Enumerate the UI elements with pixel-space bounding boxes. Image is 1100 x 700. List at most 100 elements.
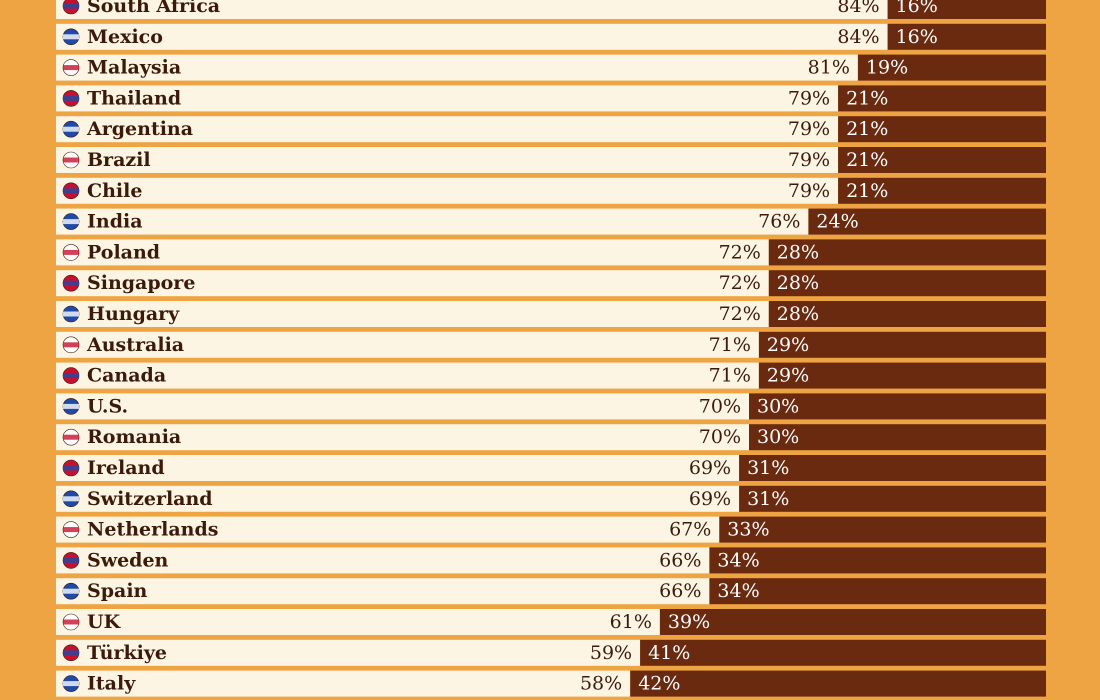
category-label: Netherlands (87, 519, 218, 541)
bar-segment (749, 424, 1046, 451)
category-label: South Africa (87, 0, 220, 17)
category-label: Romania (87, 426, 181, 448)
value-label: 29% (767, 334, 809, 356)
category-label: Canada (87, 365, 166, 387)
value-label: 66% (659, 580, 701, 602)
category-label: U.S. (87, 395, 128, 417)
value-label: 21% (846, 180, 888, 202)
value-label: 79% (788, 118, 830, 140)
category-label: Switzerland (87, 488, 213, 510)
bar-segment (56, 455, 740, 481)
bar-segment (56, 362, 759, 389)
bar-segment (758, 362, 1046, 389)
value-label: 79% (788, 87, 830, 109)
category-label: Spain (87, 580, 148, 602)
category-label: Thailand (87, 87, 181, 109)
value-label: 19% (866, 57, 908, 79)
category-label: Chile (87, 180, 142, 202)
flag-stripe (63, 188, 79, 194)
bar-segment (56, 424, 749, 451)
flag-stripe (63, 403, 79, 409)
value-label: 72% (719, 241, 761, 263)
category-label: Brazil (87, 149, 151, 171)
bar-segment (857, 54, 1046, 81)
value-label: 58% (580, 673, 622, 695)
value-label: 67% (669, 519, 711, 541)
category-label: Mexico (87, 26, 163, 48)
bar-segment (709, 547, 1046, 574)
value-label: 39% (668, 611, 710, 633)
bar-segment (56, 516, 720, 543)
bar-segment (56, 578, 710, 605)
value-label: 71% (709, 334, 751, 356)
value-label: 24% (816, 211, 858, 233)
category-label: Australia (86, 334, 184, 356)
flag-stripe (63, 249, 79, 255)
flag-stripe (63, 157, 79, 163)
bar-segment (56, 177, 839, 204)
bar-segment (56, 239, 769, 266)
flag-stripe (63, 650, 79, 656)
flag-stripe (63, 373, 79, 379)
value-label: 61% (610, 611, 652, 633)
bar-segment (659, 609, 1046, 635)
bar-segment (56, 331, 759, 358)
flag-stripe (63, 619, 79, 625)
value-label: 29% (767, 365, 809, 387)
value-label: 72% (719, 303, 761, 325)
bar-segment (719, 516, 1046, 543)
bar-segment (838, 85, 1046, 112)
flag-stripe (63, 3, 79, 9)
bar-segment (56, 485, 740, 512)
bar-segment (56, 639, 641, 666)
bar-segment (56, 54, 858, 81)
bar-segment (56, 609, 660, 635)
value-label: 28% (777, 272, 819, 294)
category-label: Italy (87, 673, 136, 695)
bar-segment (56, 270, 769, 297)
bar-segment (56, 547, 710, 574)
flag-stripe (63, 527, 79, 533)
bar-segment (768, 239, 1046, 266)
category-label: Ireland (87, 457, 165, 479)
category-label: Malaysia (87, 57, 181, 79)
category-label: Argentina (86, 118, 193, 140)
value-label: 79% (788, 180, 830, 202)
value-label: 16% (896, 26, 938, 48)
flag-stripe (63, 280, 79, 286)
flag-stripe (63, 434, 79, 440)
category-label: Singapore (87, 272, 195, 294)
flag-stripe (63, 588, 79, 594)
bar-segment (56, 208, 809, 235)
flag-stripe (63, 126, 79, 132)
flag-stripe (63, 34, 79, 40)
value-label: 16% (896, 0, 938, 17)
value-label: 69% (689, 488, 731, 510)
value-label: 28% (777, 303, 819, 325)
value-label: 41% (648, 642, 690, 664)
value-label: 84% (837, 26, 879, 48)
bar-segment (56, 116, 839, 143)
bar-segment (758, 331, 1046, 358)
value-label: 28% (777, 241, 819, 263)
flag-stripe (63, 465, 79, 471)
flag-stripe (63, 65, 79, 71)
bar-segment (749, 393, 1046, 420)
value-label: 30% (757, 426, 799, 448)
bar-segment (56, 393, 749, 420)
value-label: 81% (808, 57, 850, 79)
bar-segment (630, 670, 1046, 697)
value-label: 79% (788, 149, 830, 171)
bar-segment (56, 670, 631, 697)
flag-stripe (63, 311, 79, 317)
value-label: 34% (717, 549, 759, 571)
bar-segment (838, 147, 1046, 173)
bar-segment (808, 208, 1046, 235)
category-label: India (87, 211, 143, 233)
value-label: 21% (846, 87, 888, 109)
value-label: 33% (727, 519, 769, 541)
bar-segment (56, 23, 888, 50)
category-label: UK (87, 611, 122, 633)
